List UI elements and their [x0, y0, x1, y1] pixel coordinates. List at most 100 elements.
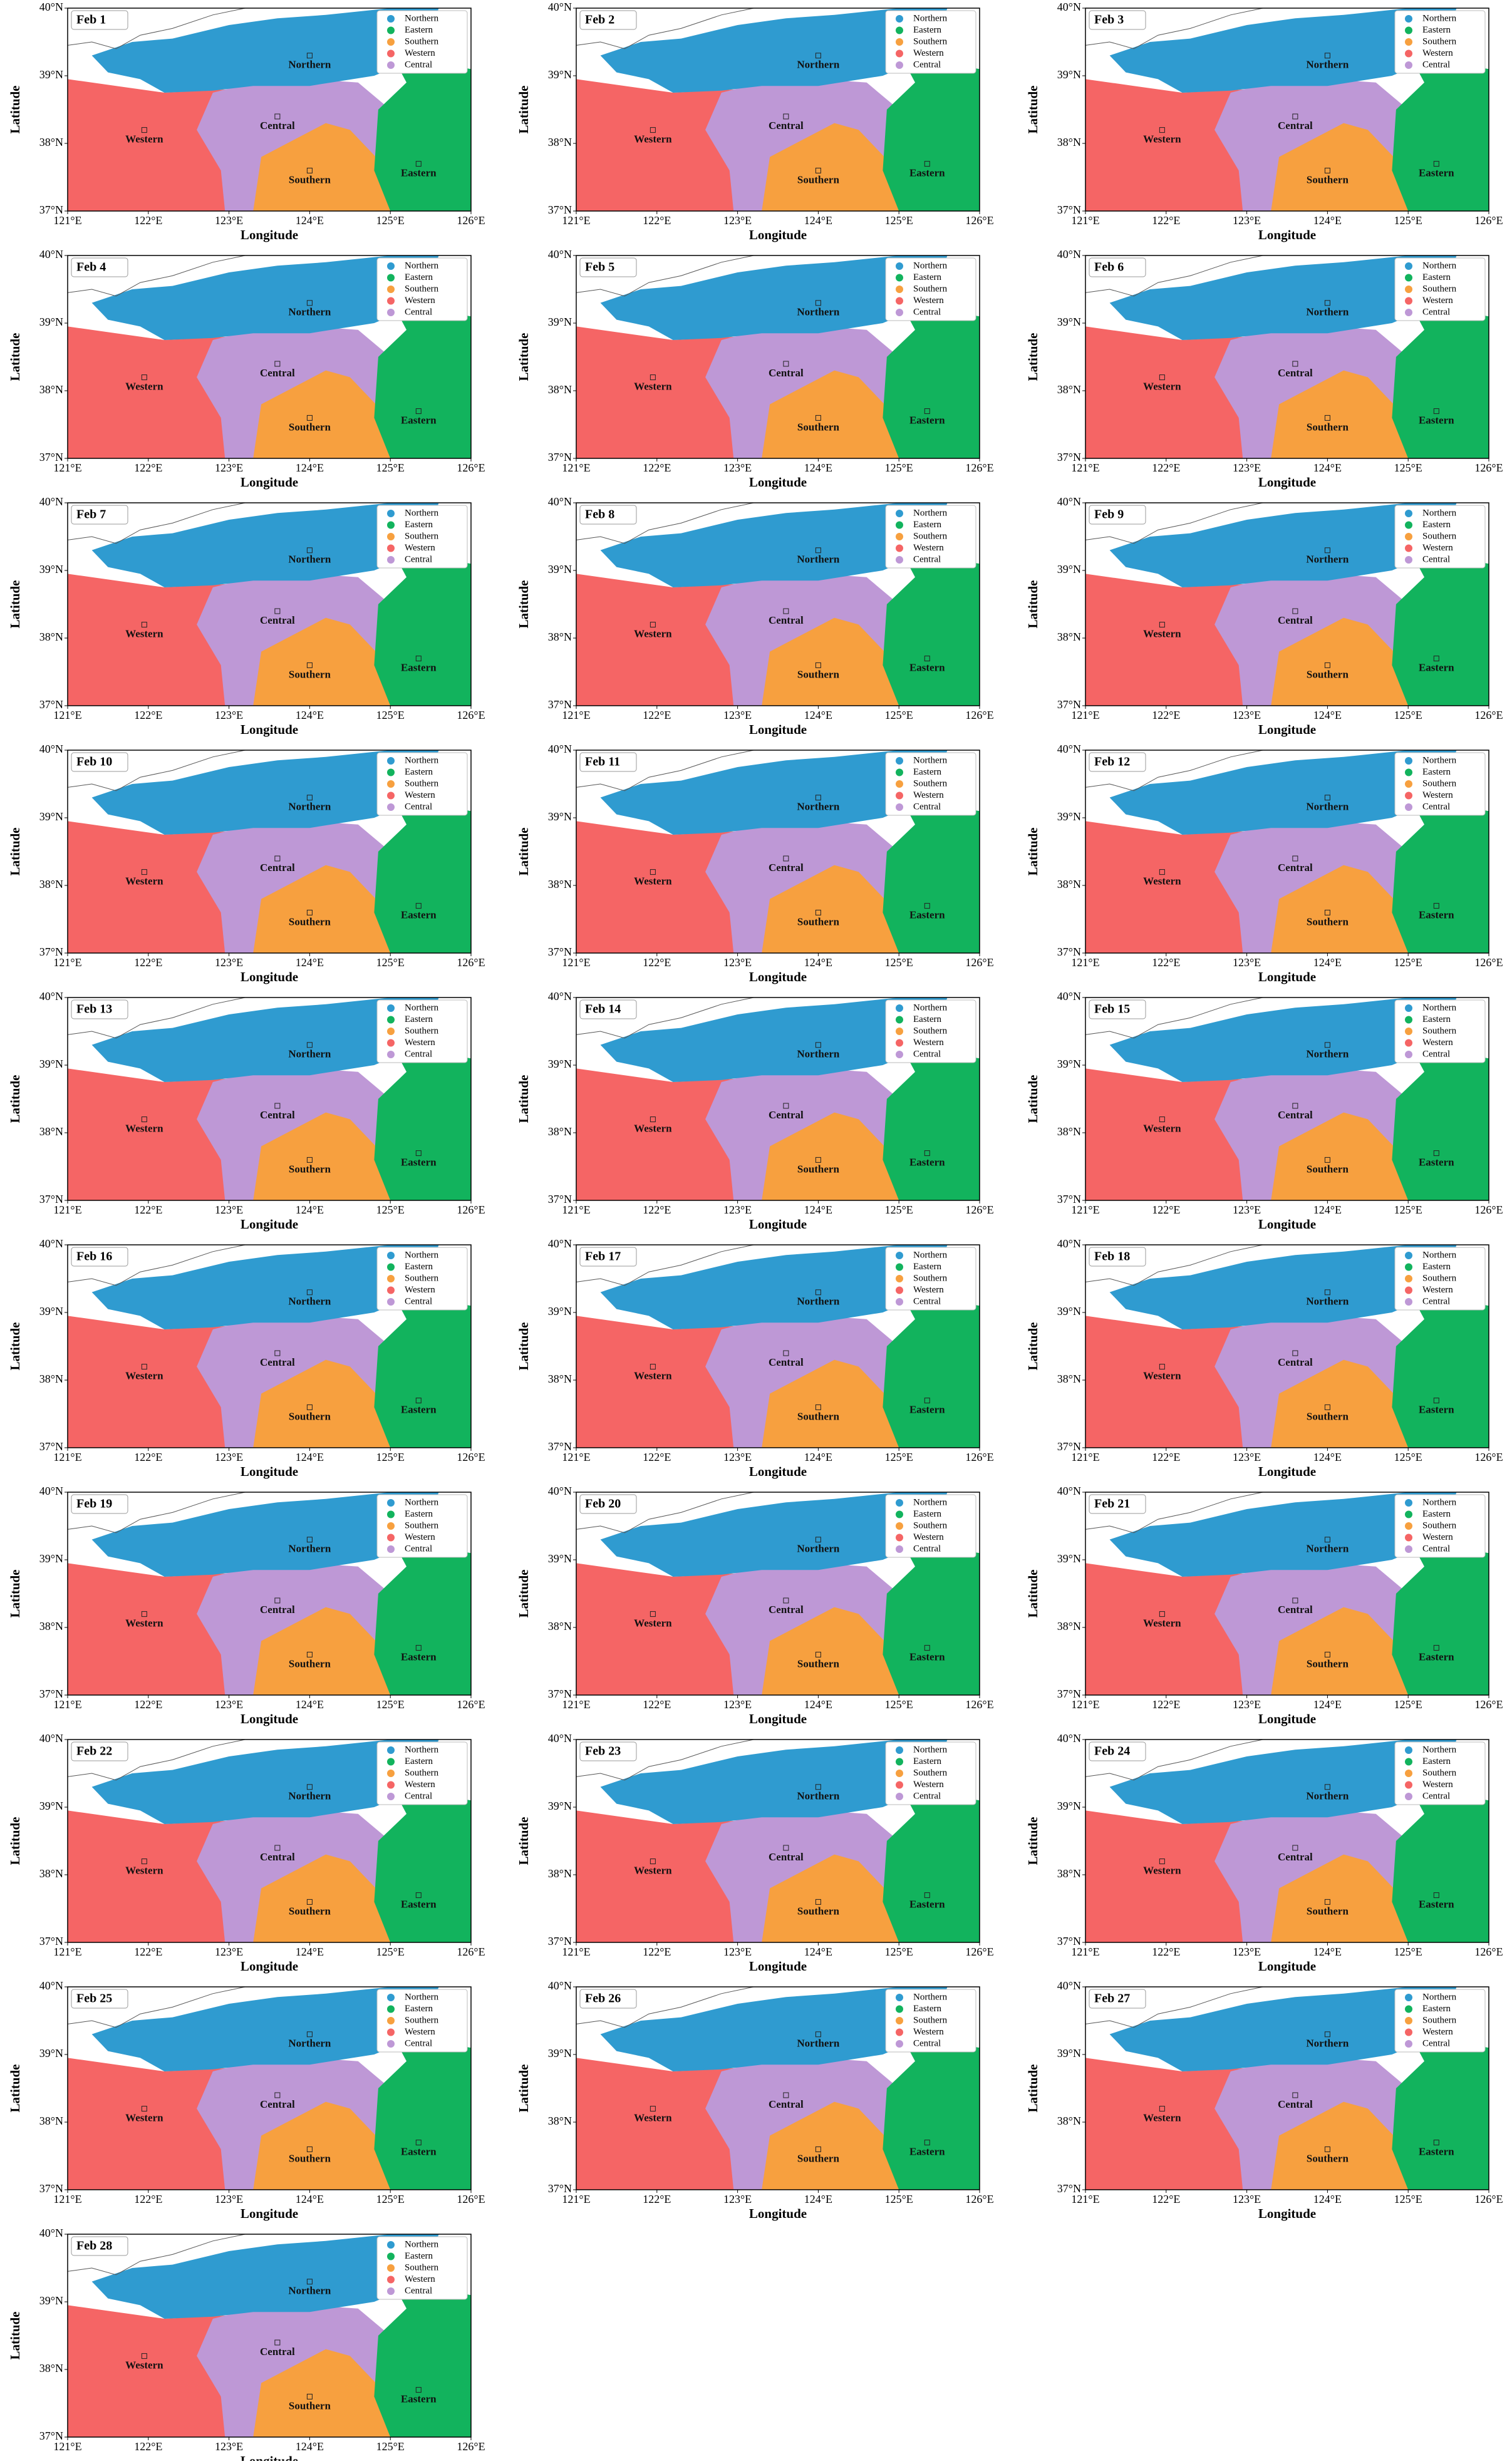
legend-label: Eastern — [1422, 1756, 1451, 1766]
region-marker — [1159, 374, 1165, 381]
legend-label: Eastern — [1422, 1014, 1451, 1024]
legend-box — [376, 752, 468, 816]
panel-title: Feb 18 — [1094, 1250, 1130, 1264]
y-tick-label: 39°N — [39, 316, 63, 328]
legend-label: Southern — [913, 1273, 948, 1283]
region-marker — [1292, 113, 1298, 120]
region-area — [1271, 865, 1424, 953]
legend-swatch — [387, 297, 395, 305]
legend-label: Central — [405, 1296, 432, 1306]
region-marker — [415, 1150, 422, 1157]
region-label: Southern — [1307, 1163, 1349, 1175]
region-marker — [815, 1042, 821, 1048]
panel-title-box — [579, 1989, 637, 2009]
legend-swatch — [1405, 1263, 1412, 1271]
map-frame — [1085, 1739, 1489, 1943]
legend-box — [885, 999, 976, 1063]
region-label: Central — [260, 1851, 295, 1863]
map-frame — [67, 255, 472, 459]
region-area — [762, 1854, 915, 1942]
region-label: Central — [260, 367, 295, 379]
x-tick-label: 125°E — [885, 461, 913, 474]
y-tick-label: 37°N — [548, 204, 572, 216]
panel-title-box — [579, 999, 637, 1019]
y-axis-label: Latitude — [1025, 85, 1040, 133]
y-axis-label: Latitude — [8, 580, 23, 628]
x-tick-label: 123°E — [215, 1946, 243, 1958]
x-tick-label: 126°E — [457, 1451, 485, 1463]
x-tick-label: 123°E — [723, 1451, 752, 1463]
region-marker — [815, 1784, 821, 1790]
x-tick-label: 124°E — [804, 1698, 832, 1711]
region-label: Central — [1278, 1356, 1313, 1368]
x-tick-label: 125°E — [885, 956, 913, 969]
map-panel: WesternCentralSouthernEasternNorthernFeb… — [516, 1237, 994, 1479]
region-label: Northern — [288, 1048, 331, 1060]
legend-swatch — [387, 1286, 395, 1294]
region-label: Southern — [797, 1657, 840, 1669]
region-area — [600, 503, 948, 587]
map-frame — [67, 1244, 472, 1448]
y-tick-label: 37°N — [548, 451, 572, 463]
legend-swatch — [1405, 1534, 1412, 1542]
x-axis-label: Longitude — [1258, 1959, 1316, 1974]
panel-title: Feb 28 — [76, 2239, 112, 2253]
panel-title-box — [579, 257, 637, 277]
region-marker — [783, 1845, 789, 1851]
legend-label: Northern — [405, 2239, 439, 2249]
legend-label: Eastern — [913, 272, 941, 282]
x-tick-label: 123°E — [215, 461, 243, 474]
region-marker — [1324, 1537, 1330, 1543]
x-tick-label: 121°E — [53, 709, 81, 721]
panel-title: Feb 3 — [1094, 13, 1124, 27]
x-axis-label: Longitude — [1258, 2206, 1316, 2221]
legend-label: Southern — [405, 36, 439, 46]
x-tick-label: 125°E — [1394, 956, 1422, 969]
region-label: Northern — [288, 1296, 331, 1307]
region-area — [253, 1854, 406, 1942]
legend-label: Western — [405, 1038, 435, 1048]
legend-swatch — [1405, 533, 1412, 540]
map-panel: WesternCentralSouthernEasternNorthernFeb… — [1025, 495, 1503, 737]
legend-box — [885, 1989, 976, 2053]
region-label: Eastern — [401, 1899, 437, 1910]
region-area — [374, 52, 471, 211]
region-area — [1109, 1492, 1457, 1577]
y-tick-label: 40°N — [1057, 1732, 1081, 1745]
legend-label: Western — [913, 543, 944, 553]
x-tick-label: 124°E — [804, 709, 832, 721]
x-tick-label: 126°E — [1474, 1451, 1503, 1463]
x-tick-label: 126°E — [965, 2193, 993, 2205]
x-axis-label: Longitude — [749, 475, 807, 490]
x-tick-label: 121°E — [562, 1204, 590, 1216]
y-tick-label: 37°N — [1057, 1688, 1081, 1700]
x-axis-label: Longitude — [749, 1959, 807, 1974]
y-axis-label: Latitude — [8, 1569, 23, 1617]
x-tick-label: 122°E — [1152, 2193, 1180, 2205]
x-tick-label: 126°E — [965, 1946, 993, 1958]
legend-label: Southern — [913, 778, 948, 788]
y-tick-label: 40°N — [39, 2227, 63, 2239]
x-axis-label: Longitude — [749, 1464, 807, 1479]
region-area — [600, 8, 948, 93]
region-area — [91, 1245, 439, 1329]
legend-swatch — [387, 1770, 395, 1777]
legend-swatch — [896, 768, 903, 776]
region-area — [253, 865, 406, 953]
x-tick-label: 122°E — [1152, 214, 1180, 227]
region-label: Eastern — [1419, 1157, 1454, 1168]
y-axis-label: Latitude — [516, 1817, 531, 1865]
x-tick-label: 126°E — [457, 1204, 485, 1216]
region-label: Southern — [1307, 1410, 1349, 1422]
region-marker — [1159, 127, 1165, 133]
y-tick-label: 38°N — [1057, 631, 1081, 643]
x-tick-label: 122°E — [134, 2193, 162, 2205]
region-marker — [306, 2031, 313, 2038]
legend-label: Eastern — [1422, 25, 1451, 35]
legend-swatch — [387, 61, 395, 69]
region-marker — [1324, 909, 1330, 915]
legend-box — [1394, 999, 1486, 1063]
region-marker — [1292, 2092, 1298, 2098]
region-area — [762, 370, 915, 458]
